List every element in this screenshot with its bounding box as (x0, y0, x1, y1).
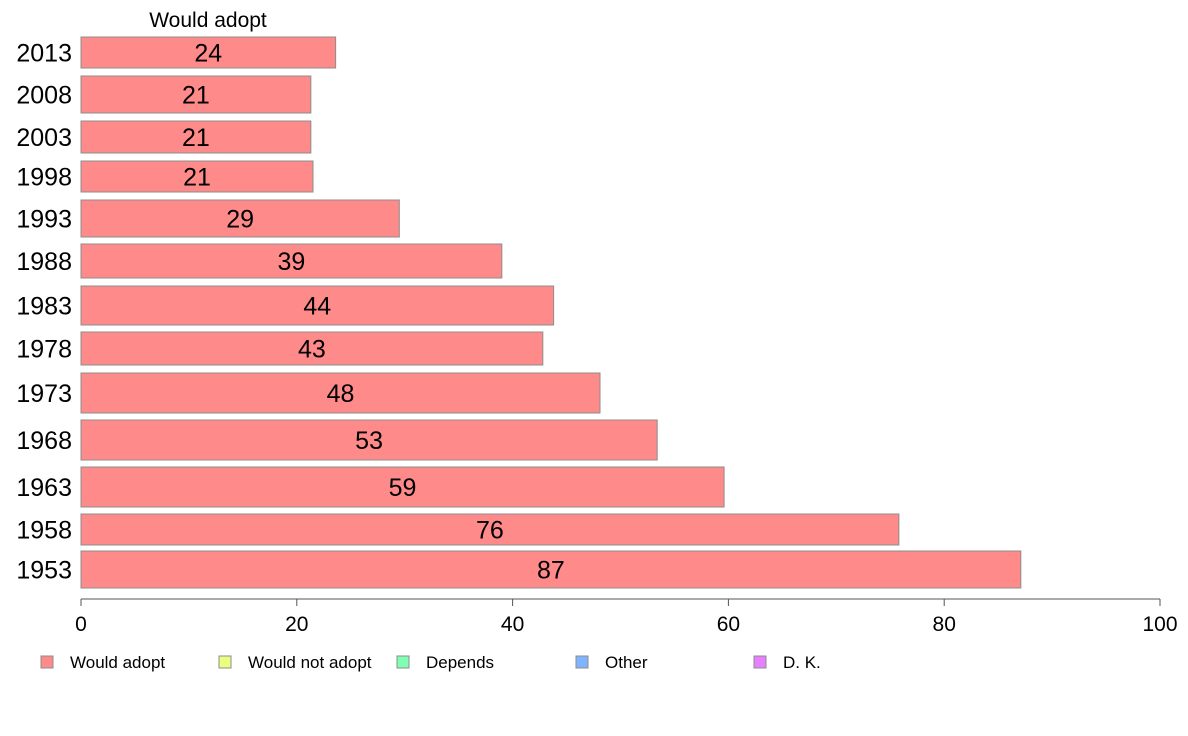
value-label-1973: 48 (327, 380, 355, 408)
x-tick-label-60: 60 (717, 613, 740, 636)
year-label-1973: 1973 (16, 380, 72, 408)
x-tick-label-20: 20 (285, 613, 308, 636)
value-label-1998: 21 (183, 164, 211, 192)
bar-2013 (80, 36, 337, 69)
year-label-1983: 1983 (16, 293, 72, 321)
bar-1958 (80, 513, 900, 546)
value-label-1968: 53 (355, 427, 383, 455)
legend-label-other: Other (605, 653, 648, 672)
legend-swatch-would-adopt (40, 655, 54, 669)
x-tick-label-0: 0 (75, 613, 87, 636)
value-label-2003: 21 (182, 124, 210, 152)
bar-1993 (80, 199, 400, 238)
year-label-2008: 2008 (16, 82, 72, 110)
series-title: Would adopt (149, 9, 267, 32)
value-label-1958: 76 (476, 517, 504, 545)
bar-1978 (80, 331, 544, 366)
x-tick-label-40: 40 (501, 613, 524, 636)
legend-label-would-not-adopt: Would not adopt (248, 653, 372, 672)
legend-swatch-d-k (753, 655, 767, 669)
bar-1968 (80, 419, 658, 461)
legend-swatch-other (575, 655, 589, 669)
bar-2003 (80, 120, 312, 154)
year-label-1993: 1993 (16, 206, 72, 234)
year-label-1988: 1988 (16, 248, 72, 276)
legend: Would adopt Would not adopt Depends Other D.… (40, 653, 821, 672)
year-label-2003: 2003 (16, 124, 72, 152)
x-tick-label-80: 80 (933, 613, 956, 636)
value-label-2013: 24 (194, 40, 222, 68)
bar-1963 (80, 466, 725, 508)
year-label-1958: 1958 (16, 517, 72, 545)
x-axis: 0 20 40 60 80 100 (75, 598, 1178, 636)
legend-swatch-depends (396, 655, 410, 669)
year-label-1953: 1953 (16, 557, 72, 585)
year-label-1998: 1998 (16, 164, 72, 192)
legend-label-would-adopt: Would adopt (70, 653, 165, 672)
bar-1953 (80, 550, 1022, 589)
bar-1988 (80, 243, 503, 279)
value-label-1978: 43 (298, 336, 326, 364)
value-label-2008: 21 (182, 82, 210, 110)
year-label-1963: 1963 (16, 474, 72, 502)
year-label-1978: 1978 (16, 336, 72, 364)
bars-group: 2013 24 2008 21 2003 21 1998 21 1993 29 1988 39 1983… (16, 36, 1022, 589)
value-label-1993: 29 (226, 206, 254, 234)
legend-swatch-would-not-adopt (218, 655, 232, 669)
value-label-1983: 44 (303, 293, 331, 321)
year-label-1968: 1968 (16, 427, 72, 455)
bar-1998 (80, 160, 314, 193)
bar-2008 (80, 75, 312, 114)
legend-label-d-k: D. K. (783, 653, 821, 672)
value-label-1963: 59 (389, 474, 417, 502)
value-label-1953: 87 (537, 557, 565, 585)
bar-1983 (80, 285, 555, 326)
bar-1973 (80, 372, 601, 414)
year-label-2013: 2013 (16, 40, 72, 68)
x-tick-label-100: 100 (1142, 613, 1177, 636)
value-label-1988: 39 (277, 248, 305, 276)
legend-label-depends: Depends (426, 653, 494, 672)
